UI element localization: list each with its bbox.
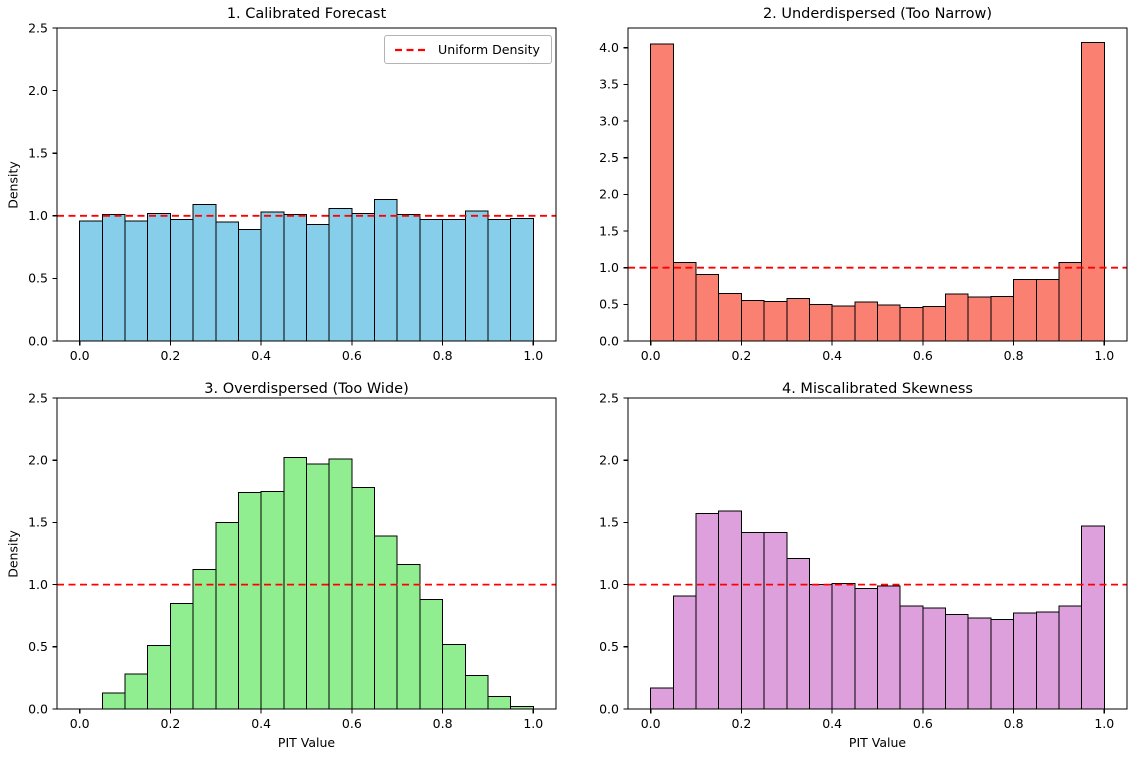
- svg-text:0.5: 0.5: [599, 639, 619, 654]
- svg-text:2.0: 2.0: [28, 83, 48, 98]
- x-axis-label: PIT Value: [277, 735, 336, 750]
- histogram-plot-calibrated: 0.0 0.2 0.4 0.6 0.8 1.0 0.0 0.5 1.0 1.5 2.0 2.5: [28, 20, 557, 363]
- subplot-underdispersed: 0.0 0.2 0.4 0.6 0.8 1.0 0.0 0.5 1.0 1.5 2.0 2.5 3.0 3…: [571, 0, 1142, 379]
- subplot-title: 2. Underdispersed (Too Narrow): [762, 6, 993, 22]
- svg-text:2.0: 2.0: [599, 453, 619, 468]
- svg-text:0.0: 0.0: [641, 348, 661, 363]
- svg-text:1.5: 1.5: [28, 515, 48, 530]
- svg-text:0.4: 0.4: [822, 716, 842, 731]
- svg-text:1.0: 1.0: [599, 577, 619, 592]
- subplot-title: 1. Calibrated Forecast: [226, 6, 387, 22]
- svg-text:0.6: 0.6: [913, 716, 933, 731]
- svg-text:0.2: 0.2: [160, 716, 180, 731]
- svg-text:2.5: 2.5: [28, 20, 48, 35]
- y-axis-label: Density: [5, 161, 21, 209]
- svg-text:0.5: 0.5: [28, 639, 48, 654]
- dashed-line-icon: [395, 48, 429, 51]
- svg-text:0.0: 0.0: [28, 701, 48, 716]
- svg-text:0.0: 0.0: [599, 701, 619, 716]
- svg-text:0.4: 0.4: [251, 716, 271, 731]
- svg-text:1.0: 1.0: [523, 716, 543, 731]
- svg-text:3.0: 3.0: [599, 113, 619, 128]
- svg-text:0.2: 0.2: [160, 348, 180, 363]
- svg-text:1.5: 1.5: [599, 223, 619, 238]
- x-axis-label: PIT Value: [848, 735, 907, 750]
- svg-text:1.0: 1.0: [523, 348, 543, 363]
- svg-text:1.0: 1.0: [1094, 348, 1114, 363]
- svg-text:2.0: 2.0: [599, 187, 619, 202]
- subplot-calibrated-forecast: 0.0 0.2 0.4 0.6 0.8 1.0 0.0 0.5 1.0 1.5 2.0 2.5 1. …: [0, 0, 571, 379]
- svg-text:0.2: 0.2: [731, 348, 751, 363]
- svg-text:0.0: 0.0: [599, 333, 619, 348]
- y-axis-label: Density: [5, 530, 21, 578]
- svg-text:2.5: 2.5: [28, 390, 48, 405]
- subplot-title: 3. Overdispersed (Too Wide): [204, 381, 409, 397]
- svg-text:0.2: 0.2: [731, 716, 751, 731]
- svg-text:4.0: 4.0: [599, 40, 619, 55]
- svg-text:0.8: 0.8: [433, 348, 453, 363]
- svg-text:0.6: 0.6: [342, 348, 362, 363]
- svg-text:0.5: 0.5: [599, 297, 619, 312]
- subplot-miscalibrated-skewness: 0.0 0.2 0.4 0.6 0.8 1.0 0.0 0.5 1.0 1.5 2.0 2.5 4. …: [571, 379, 1142, 758]
- svg-text:0.0: 0.0: [28, 333, 48, 348]
- histogram-plot-underdispersed: 0.0 0.2 0.4 0.6 0.8 1.0 0.0 0.5 1.0 1.5 2.0 2.5 3.0 3…: [599, 27, 1128, 363]
- svg-text:1.0: 1.0: [28, 577, 48, 592]
- svg-text:0.4: 0.4: [822, 348, 842, 363]
- svg-text:0.8: 0.8: [433, 716, 453, 731]
- svg-text:0.0: 0.0: [70, 716, 90, 731]
- svg-text:0.6: 0.6: [342, 716, 362, 731]
- svg-text:1.0: 1.0: [28, 208, 48, 223]
- svg-text:2.0: 2.0: [28, 453, 48, 468]
- svg-text:0.8: 0.8: [1004, 716, 1024, 731]
- svg-text:0.0: 0.0: [641, 716, 661, 731]
- svg-text:0.8: 0.8: [1004, 348, 1024, 363]
- svg-text:0.6: 0.6: [913, 348, 933, 363]
- subplot-title: 4. Miscalibrated Skewness: [781, 381, 973, 397]
- svg-text:3.5: 3.5: [599, 77, 619, 92]
- svg-text:1.0: 1.0: [599, 260, 619, 275]
- svg-text:0.5: 0.5: [28, 271, 48, 286]
- histogram-plot-miscalibrated: 0.0 0.2 0.4 0.6 0.8 1.0 0.0 0.5 1.0 1.5 2.0 2.5: [599, 390, 1128, 731]
- legend-label: Uniform Density: [438, 42, 540, 57]
- svg-text:0.0: 0.0: [70, 348, 90, 363]
- subplot-overdispersed: 0.0 0.2 0.4 0.6 0.8 1.0 0.0 0.5 1.0 1.5 2.0 2.5 3. …: [0, 379, 571, 758]
- svg-text:1.5: 1.5: [28, 146, 48, 161]
- svg-text:0.4: 0.4: [251, 348, 271, 363]
- svg-text:1.5: 1.5: [599, 515, 619, 530]
- legend: Uniform Density: [384, 35, 552, 64]
- svg-text:2.5: 2.5: [599, 150, 619, 165]
- svg-text:2.5: 2.5: [599, 390, 619, 405]
- svg-text:1.0: 1.0: [1094, 716, 1114, 731]
- histogram-plot-overdispersed: 0.0 0.2 0.4 0.6 0.8 1.0 0.0 0.5 1.0 1.5 2.0 2.5: [28, 390, 557, 731]
